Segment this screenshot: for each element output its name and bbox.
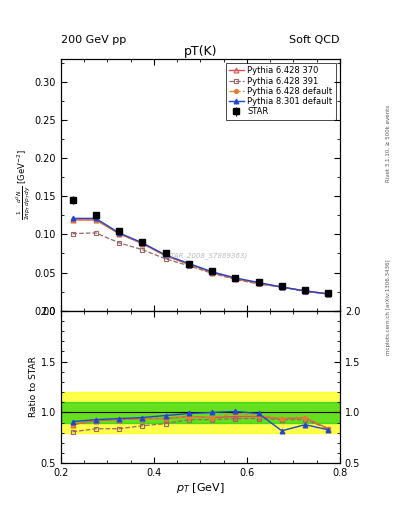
Pythia 6.428 370 xyxy=(326,291,331,297)
Pythia 6.428 391 xyxy=(70,230,75,237)
Pythia 8.301 default xyxy=(303,288,307,294)
Title: pT(K): pT(K) xyxy=(184,45,217,58)
Pythia 6.428 370 xyxy=(279,284,284,290)
Pythia 6.428 370 xyxy=(186,261,191,267)
Pythia 6.428 default xyxy=(279,284,284,290)
Pythia 6.428 default xyxy=(303,288,307,294)
Text: Soft QCD: Soft QCD xyxy=(290,35,340,45)
Pythia 6.428 default xyxy=(326,291,331,297)
Pythia 6.428 default xyxy=(70,217,75,223)
Text: (STAR_2008_S7869363): (STAR_2008_S7869363) xyxy=(164,252,248,259)
Pythia 8.301 default xyxy=(163,252,168,258)
Pythia 8.301 default xyxy=(326,291,331,297)
Pythia 6.428 391 xyxy=(326,291,331,297)
Legend: Pythia 6.428 370, Pythia 6.428 391, Pythia 6.428 default, Pythia 8.301 default, : Pythia 6.428 370, Pythia 6.428 391, Pyth… xyxy=(226,63,336,120)
Pythia 6.428 391 xyxy=(94,230,98,236)
Pythia 6.428 391 xyxy=(233,276,238,283)
Pythia 8.301 default xyxy=(256,280,261,286)
Line: Pythia 6.428 default: Pythia 6.428 default xyxy=(70,218,331,296)
Pythia 6.428 default xyxy=(186,261,191,267)
Pythia 6.428 370 xyxy=(303,288,307,294)
Pythia 6.428 default xyxy=(210,269,215,275)
X-axis label: $p_T$ [GeV]: $p_T$ [GeV] xyxy=(176,481,225,495)
Pythia 6.428 391 xyxy=(117,240,121,246)
Pythia 6.428 370 xyxy=(117,230,121,237)
Pythia 8.301 default xyxy=(70,216,75,222)
Pythia 6.428 391 xyxy=(186,263,191,269)
Pythia 6.428 391 xyxy=(256,281,261,287)
Pythia 8.301 default xyxy=(117,230,121,236)
Text: Rivet 3.1.10, ≥ 500k events: Rivet 3.1.10, ≥ 500k events xyxy=(386,105,391,182)
Pythia 6.428 391 xyxy=(163,256,168,262)
Bar xyxy=(61,392,340,433)
Pythia 6.428 370 xyxy=(210,269,215,275)
Pythia 6.428 391 xyxy=(210,270,215,276)
Pythia 8.301 default xyxy=(233,275,238,281)
Pythia 6.428 default xyxy=(94,217,98,223)
Line: Pythia 6.428 391: Pythia 6.428 391 xyxy=(70,230,331,296)
Pythia 6.428 370 xyxy=(163,253,168,259)
Pythia 6.428 391 xyxy=(303,289,307,295)
Pythia 6.428 370 xyxy=(256,280,261,286)
Pythia 8.301 default xyxy=(279,284,284,290)
Pythia 6.428 default xyxy=(233,275,238,282)
Y-axis label: $\frac{1}{2\pi p_T} \frac{d^2N}{dp_T\,dy}$ [GeV$^{-2}$]: $\frac{1}{2\pi p_T} \frac{d^2N}{dp_T\,dy… xyxy=(15,150,33,220)
Pythia 6.428 391 xyxy=(279,284,284,290)
Line: Pythia 6.428 370: Pythia 6.428 370 xyxy=(70,218,331,296)
Pythia 6.428 default xyxy=(140,241,145,247)
Line: Pythia 8.301 default: Pythia 8.301 default xyxy=(70,216,331,296)
Pythia 6.428 391 xyxy=(140,247,145,253)
Pythia 6.428 default xyxy=(256,280,261,286)
Pythia 6.428 default xyxy=(117,230,121,237)
Pythia 6.428 370 xyxy=(140,241,145,247)
Text: 200 GeV pp: 200 GeV pp xyxy=(61,35,126,45)
Text: mcplots.cern.ch [arXiv:1306.3436]: mcplots.cern.ch [arXiv:1306.3436] xyxy=(386,260,391,355)
Pythia 8.301 default xyxy=(210,269,215,275)
Pythia 6.428 370 xyxy=(94,217,98,223)
Bar xyxy=(61,402,340,423)
Pythia 6.428 default xyxy=(163,253,168,259)
Pythia 8.301 default xyxy=(140,240,145,246)
Pythia 6.428 370 xyxy=(70,217,75,223)
Pythia 6.428 370 xyxy=(233,275,238,282)
Y-axis label: Ratio to STAR: Ratio to STAR xyxy=(29,356,38,417)
Pythia 8.301 default xyxy=(94,216,98,222)
Pythia 8.301 default xyxy=(186,260,191,266)
